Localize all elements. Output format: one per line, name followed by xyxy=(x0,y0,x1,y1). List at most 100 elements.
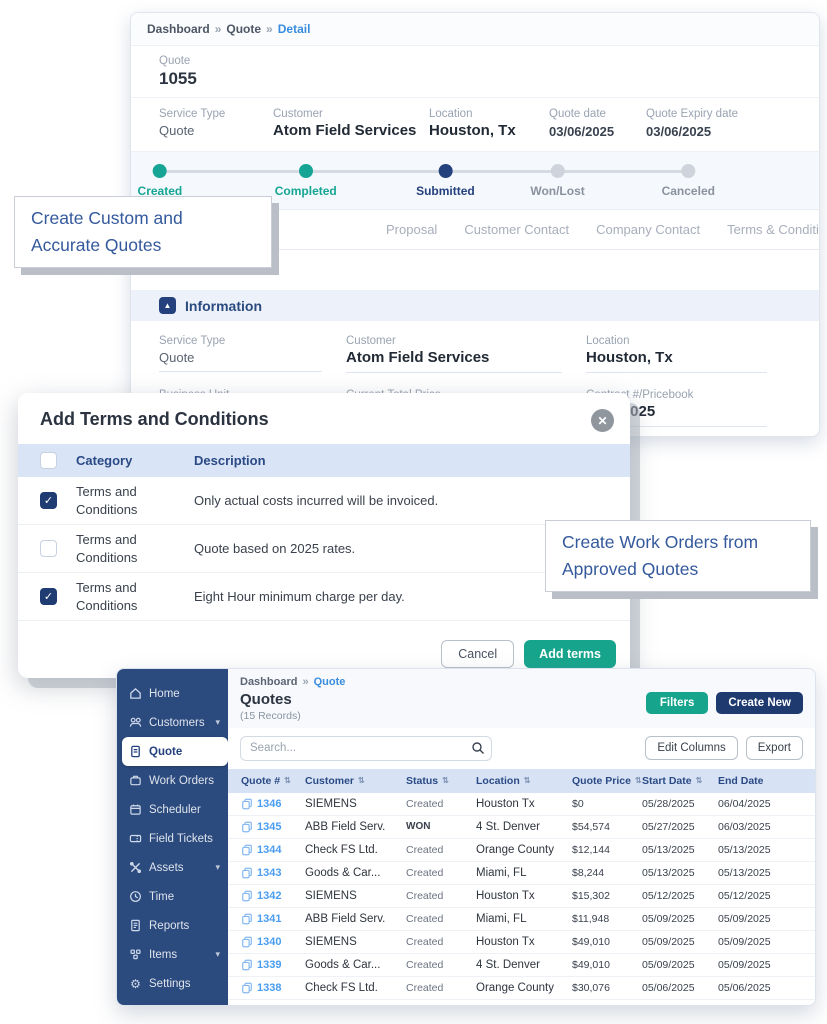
sidebar-item-work-orders[interactable]: Work Orders xyxy=(117,766,228,795)
column-header-start-date[interactable]: Start Date ⇅ xyxy=(642,774,703,787)
copy-icon[interactable] xyxy=(241,821,253,833)
callout-line: Accurate Quotes xyxy=(31,235,162,256)
table-row[interactable]: 1338 Check FS Ltd. Created Orange County… xyxy=(228,976,815,1000)
copy-icon[interactable] xyxy=(241,867,253,879)
tab-company-contact[interactable]: Company Contact xyxy=(596,222,701,237)
quote-number-link[interactable]: 1346 xyxy=(241,798,305,810)
edit-columns-button[interactable]: Edit Columns xyxy=(645,736,738,760)
collapse-icon[interactable]: ▲ xyxy=(159,297,176,314)
select-all-checkbox[interactable] xyxy=(40,452,57,469)
close-icon[interactable]: ✕ xyxy=(591,409,614,432)
step-dot xyxy=(152,164,167,178)
sidebar-item-home[interactable]: Home xyxy=(117,679,228,708)
quote-number-link[interactable]: 1342 xyxy=(241,890,305,902)
callout-line: Approved Quotes xyxy=(562,559,699,580)
quote-number-link[interactable]: 1344 xyxy=(241,844,305,856)
field-value: Quote xyxy=(159,350,322,372)
step-submitted: Submitted xyxy=(416,164,475,198)
field-label: Service Type xyxy=(159,335,226,347)
copy-icon[interactable] xyxy=(241,798,253,810)
copy-icon[interactable] xyxy=(241,890,253,902)
quote-number-link[interactable]: 1340 xyxy=(241,936,305,948)
sort-icon[interactable]: ⇅ xyxy=(284,776,291,785)
column-header-quote[interactable]: Quote # ⇅ xyxy=(241,774,291,787)
table-row[interactable]: 1341 ABB Field Serv. Created Miami, FL $… xyxy=(228,907,815,931)
filters-button[interactable]: Filters xyxy=(645,692,709,714)
sidebar-item-reports[interactable]: Reports xyxy=(117,911,228,940)
table-row[interactable]: 1345 ABB Field Serv. WON 4 St. Denver $5… xyxy=(228,815,815,839)
table-row[interactable]: 1346 SIEMENS Created Houston Tx $0 05/28… xyxy=(228,792,815,816)
table-row[interactable]: 1344 Check FS Ltd. Created Orange County… xyxy=(228,838,815,862)
sort-icon[interactable]: ⇅ xyxy=(695,776,703,785)
sidebar-item-time[interactable]: Time xyxy=(117,882,228,911)
quote-number-text[interactable]: 1338 xyxy=(257,981,282,994)
quote-number: 1055 xyxy=(159,69,197,88)
create-new-button[interactable]: Create New xyxy=(716,692,803,714)
quote-number-text[interactable]: 1343 xyxy=(257,866,282,879)
cancel-button[interactable]: Cancel xyxy=(441,640,515,668)
sidebar-item-settings[interactable]: ⚙ Settings xyxy=(117,969,228,998)
terms-checkbox[interactable]: ✓ xyxy=(40,588,57,606)
table-row[interactable]: 1339 Goods & Car... Created 4 St. Denver… xyxy=(228,953,815,977)
sidebar-item-quote[interactable]: Quote xyxy=(122,737,228,766)
column-header-end-date[interactable]: End Date xyxy=(718,774,764,787)
sidebar-item-items[interactable]: Items ▾ xyxy=(117,940,228,969)
quote-number-text[interactable]: 1346 xyxy=(257,797,282,810)
terms-checkbox[interactable]: ✓ xyxy=(40,492,57,510)
table-row[interactable]: 1337 Check FS Ltd. Created Houston Tx $3… xyxy=(228,999,815,1007)
sort-icon[interactable]: ⇅ xyxy=(523,776,531,785)
copy-icon[interactable] xyxy=(241,936,253,948)
quote-number-text[interactable]: 1337 xyxy=(257,1005,281,1006)
quote-number-link[interactable]: 1345 xyxy=(241,821,305,833)
quote-number-link[interactable]: 1339 xyxy=(241,959,305,971)
sort-icon[interactable]: ⇅ xyxy=(442,776,449,785)
sidebar-item-assets[interactable]: Assets ▾ xyxy=(117,853,228,882)
tab-terms-conditions[interactable]: Terms & Conditions xyxy=(727,222,819,237)
breadcrumb-dashboard[interactable]: Dashboard xyxy=(147,22,210,36)
sort-icon[interactable]: ⇅ xyxy=(634,776,642,785)
table-row[interactable]: 1342 SIEMENS Created Houston Tx $15,302 … xyxy=(228,884,815,908)
copy-icon[interactable] xyxy=(241,959,253,971)
copy-icon[interactable] xyxy=(241,913,253,925)
quote-number-text[interactable]: 1342 xyxy=(257,889,282,902)
terms-row[interactable]: ✓ Terms and Conditions Eight Hour minimu… xyxy=(18,573,630,622)
search-input[interactable] xyxy=(240,735,492,761)
cell-status: Created xyxy=(406,935,444,948)
information-section-header[interactable]: ▲ Information xyxy=(131,290,819,321)
terms-row[interactable]: Terms and Conditions Quote based on 2025… xyxy=(18,525,630,574)
table-row[interactable]: 1340 SIEMENS Created Houston Tx $49,010 … xyxy=(228,930,815,954)
tab-customer-contact[interactable]: Customer Contact xyxy=(464,222,570,237)
copy-icon[interactable] xyxy=(241,1005,253,1007)
cell-location: Houston Tx xyxy=(476,797,535,810)
sidebar-item-scheduler[interactable]: Scheduler xyxy=(117,795,228,824)
breadcrumb-quote[interactable]: Quote xyxy=(226,22,262,36)
copy-icon[interactable] xyxy=(241,844,253,856)
sort-icon[interactable]: ⇅ xyxy=(358,776,365,785)
column-header-quote-price[interactable]: Quote Price ⇅ xyxy=(572,774,642,787)
quote-number-link[interactable]: 1341 xyxy=(241,913,305,925)
column-header-customer[interactable]: Customer ⇅ xyxy=(305,774,365,787)
terms-row[interactable]: ✓ Terms and Conditions Only actual costs… xyxy=(18,477,630,526)
sidebar-item-customers[interactable]: Customers ▾ xyxy=(117,708,228,737)
sidebar-item-field-tickets[interactable]: Field Tickets xyxy=(117,824,228,853)
copy-icon[interactable] xyxy=(241,982,253,994)
quote-number-text[interactable]: 1345 xyxy=(257,820,282,833)
reports-icon xyxy=(129,919,142,932)
quote-number-link[interactable]: 1337 xyxy=(241,1005,305,1007)
column-header-location[interactable]: Location ⇅ xyxy=(476,774,531,787)
quote-number-link[interactable]: 1338 xyxy=(241,982,305,994)
export-button[interactable]: Export xyxy=(745,736,803,760)
tab-proposal[interactable]: Proposal xyxy=(386,222,438,237)
cell-end-date: 05/09/2025 xyxy=(718,935,771,948)
breadcrumb-dashboard[interactable]: Dashboard xyxy=(240,676,298,688)
quote-number-text[interactable]: 1339 xyxy=(257,958,282,971)
terms-checkbox[interactable] xyxy=(40,540,57,558)
table-row[interactable]: 1343 Goods & Car... Created Miami, FL $8… xyxy=(228,861,815,885)
add-terms-button[interactable]: Add terms xyxy=(524,640,616,668)
quote-number-text[interactable]: 1344 xyxy=(257,843,282,856)
quote-number-text[interactable]: 1341 xyxy=(257,912,282,925)
column-header-status[interactable]: Status ⇅ xyxy=(406,774,449,787)
quote-number-link[interactable]: 1343 xyxy=(241,867,305,879)
quote-number-text[interactable]: 1340 xyxy=(257,935,282,948)
